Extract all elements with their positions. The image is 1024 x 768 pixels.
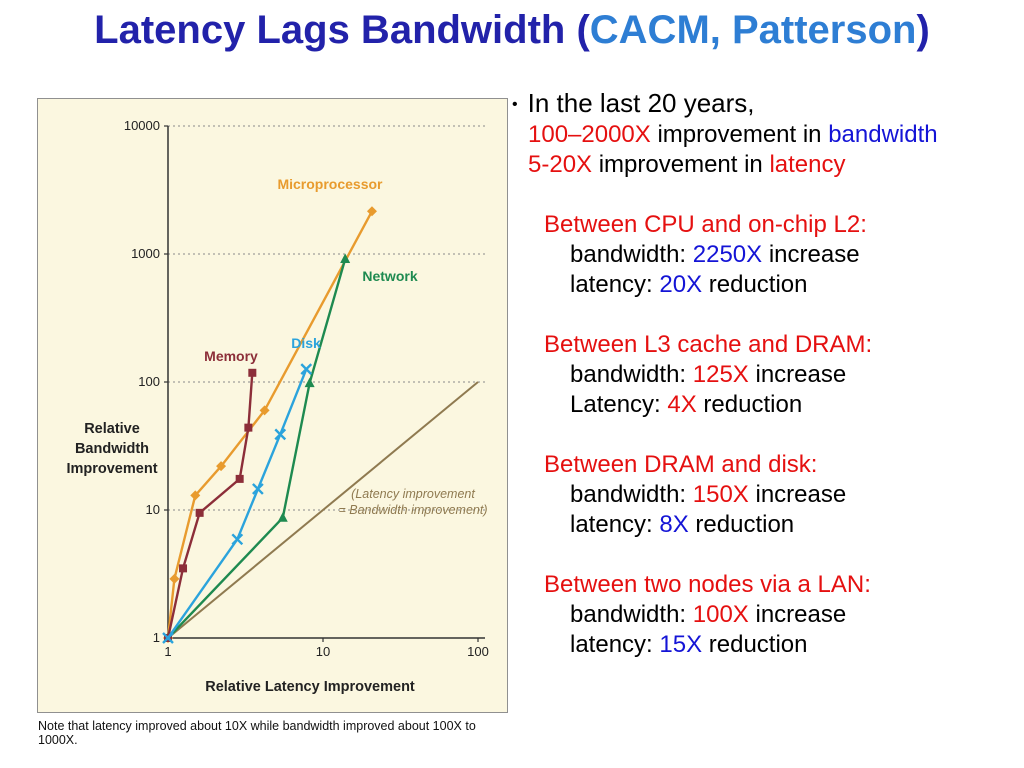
svg-text:100: 100 [467, 644, 489, 659]
text-line: bandwidth: 125X increase [512, 360, 1017, 390]
text-segment: 20X [659, 271, 703, 298]
text-segment: reduction [688, 511, 795, 538]
chart-note: Note that latency improved about 10X whi… [38, 719, 476, 747]
svg-text:10: 10 [316, 644, 330, 659]
text-line: 5-20X improvement in latency [512, 150, 1017, 180]
text-line: bandwidth: 150X increase [512, 480, 1017, 510]
text-segment: reduction [702, 631, 808, 658]
text-segment: increase [748, 361, 847, 388]
text-line: latency: 20X reduction [512, 270, 1017, 300]
text-segment: Between CPU and on-chip L2: [544, 211, 867, 238]
svg-text:1000: 1000 [131, 246, 160, 261]
svg-text:(Latency improvement: (Latency improvement [351, 487, 475, 501]
text-segment: latency: [570, 271, 660, 298]
text-line: 100–2000X improvement in bandwidth [512, 120, 1017, 150]
text-segment: 5-20X [528, 151, 593, 178]
text-segment: latency: [570, 631, 660, 658]
text-line: Between CPU and on-chip L2: [512, 210, 1017, 240]
text-segment: Latency: [570, 391, 668, 418]
text-line: • In the last 20 years, [512, 88, 1017, 120]
text-segment: bandwidth: [570, 361, 693, 388]
text-segment: 15X [659, 631, 703, 658]
svg-text:Relative: Relative [84, 421, 140, 437]
svg-text:1: 1 [164, 644, 171, 659]
text-line: latency: 15X reduction [512, 630, 1017, 660]
text-segment: Between two nodes via a LAN: [544, 571, 871, 598]
title-citation: CACM, Patterson [589, 8, 917, 52]
page-title: Latency Lags Bandwidth (CACM, Patterson) [0, 8, 1024, 53]
text-line: Latency: 4X reduction [512, 390, 1017, 420]
text-segment: reduction [702, 271, 808, 298]
svg-text:Network: Network [362, 268, 417, 284]
text-segment: bandwidth: [570, 241, 693, 268]
title-close-paren: ) [916, 8, 930, 52]
text-segment: 4X [667, 391, 697, 418]
text-segment: reduction [696, 391, 803, 418]
text-column: • In the last 20 years, 100–2000X improvem… [512, 88, 1017, 660]
text-segment: 100–2000X [528, 121, 651, 148]
text-segment: 2250X [692, 241, 763, 268]
text-segment: increase [748, 601, 847, 628]
svg-text:10000: 10000 [124, 118, 160, 133]
text-line: Between two nodes via a LAN: [512, 570, 1017, 600]
text-segment: improvement in [650, 121, 829, 148]
text-segment: latency [769, 151, 846, 178]
svg-text:Improvement: Improvement [66, 461, 157, 477]
text-segment: In the last 20 years, [527, 88, 755, 118]
svg-text:Disk: Disk [291, 335, 321, 351]
series-network: Network [163, 253, 418, 642]
svg-text:Microprocessor: Microprocessor [277, 176, 383, 192]
text-segment: bandwidth: [570, 481, 693, 508]
svg-text:= Bandwidth improvement): = Bandwidth improvement) [338, 503, 487, 517]
text-segment: 8X [659, 511, 689, 538]
text-segment: 125X [692, 361, 749, 388]
text-line: Between DRAM and disk: [512, 450, 1017, 480]
svg-text:10: 10 [146, 502, 160, 517]
svg-text:Relative Latency Improvement: Relative Latency Improvement [205, 679, 415, 695]
text-line: bandwidth: 100X increase [512, 600, 1017, 630]
text-segment: Between L3 cache and DRAM: [544, 331, 873, 358]
series-microprocessor: Microprocessor [163, 176, 383, 643]
text-segment: 150X [692, 481, 749, 508]
text-segment: increase [762, 241, 860, 268]
svg-text:100: 100 [138, 374, 160, 389]
text-segment: increase [748, 481, 847, 508]
text-line: latency: 8X reduction [512, 510, 1017, 540]
series-disk: Disk [162, 335, 321, 644]
svg-text:1: 1 [153, 630, 160, 645]
svg-text:Bandwidth: Bandwidth [75, 441, 149, 457]
text-line: bandwidth: 2250X increase [512, 240, 1017, 270]
text-segment: 100X [692, 601, 749, 628]
title-main: Latency Lags Bandwidth ( [94, 8, 590, 52]
text-segment: bandwidth [828, 121, 938, 148]
chart-panel: 1 10 100 1000 10000 1 10 100 (Latency improvemen… [37, 98, 508, 713]
text-segment: bandwidth: [570, 601, 693, 628]
text-segment: latency: [570, 511, 660, 538]
series-memory: Memory [164, 348, 258, 642]
svg-text:Memory: Memory [204, 348, 258, 364]
text-line: Between L3 cache and DRAM: [512, 330, 1017, 360]
text-segment: Between DRAM and disk: [544, 451, 818, 478]
chart-svg: 1 10 100 1000 10000 1 10 100 (Latency improvemen… [66, 118, 489, 695]
bullet-icon: • [512, 96, 518, 113]
text-segment: improvement in [592, 151, 770, 178]
